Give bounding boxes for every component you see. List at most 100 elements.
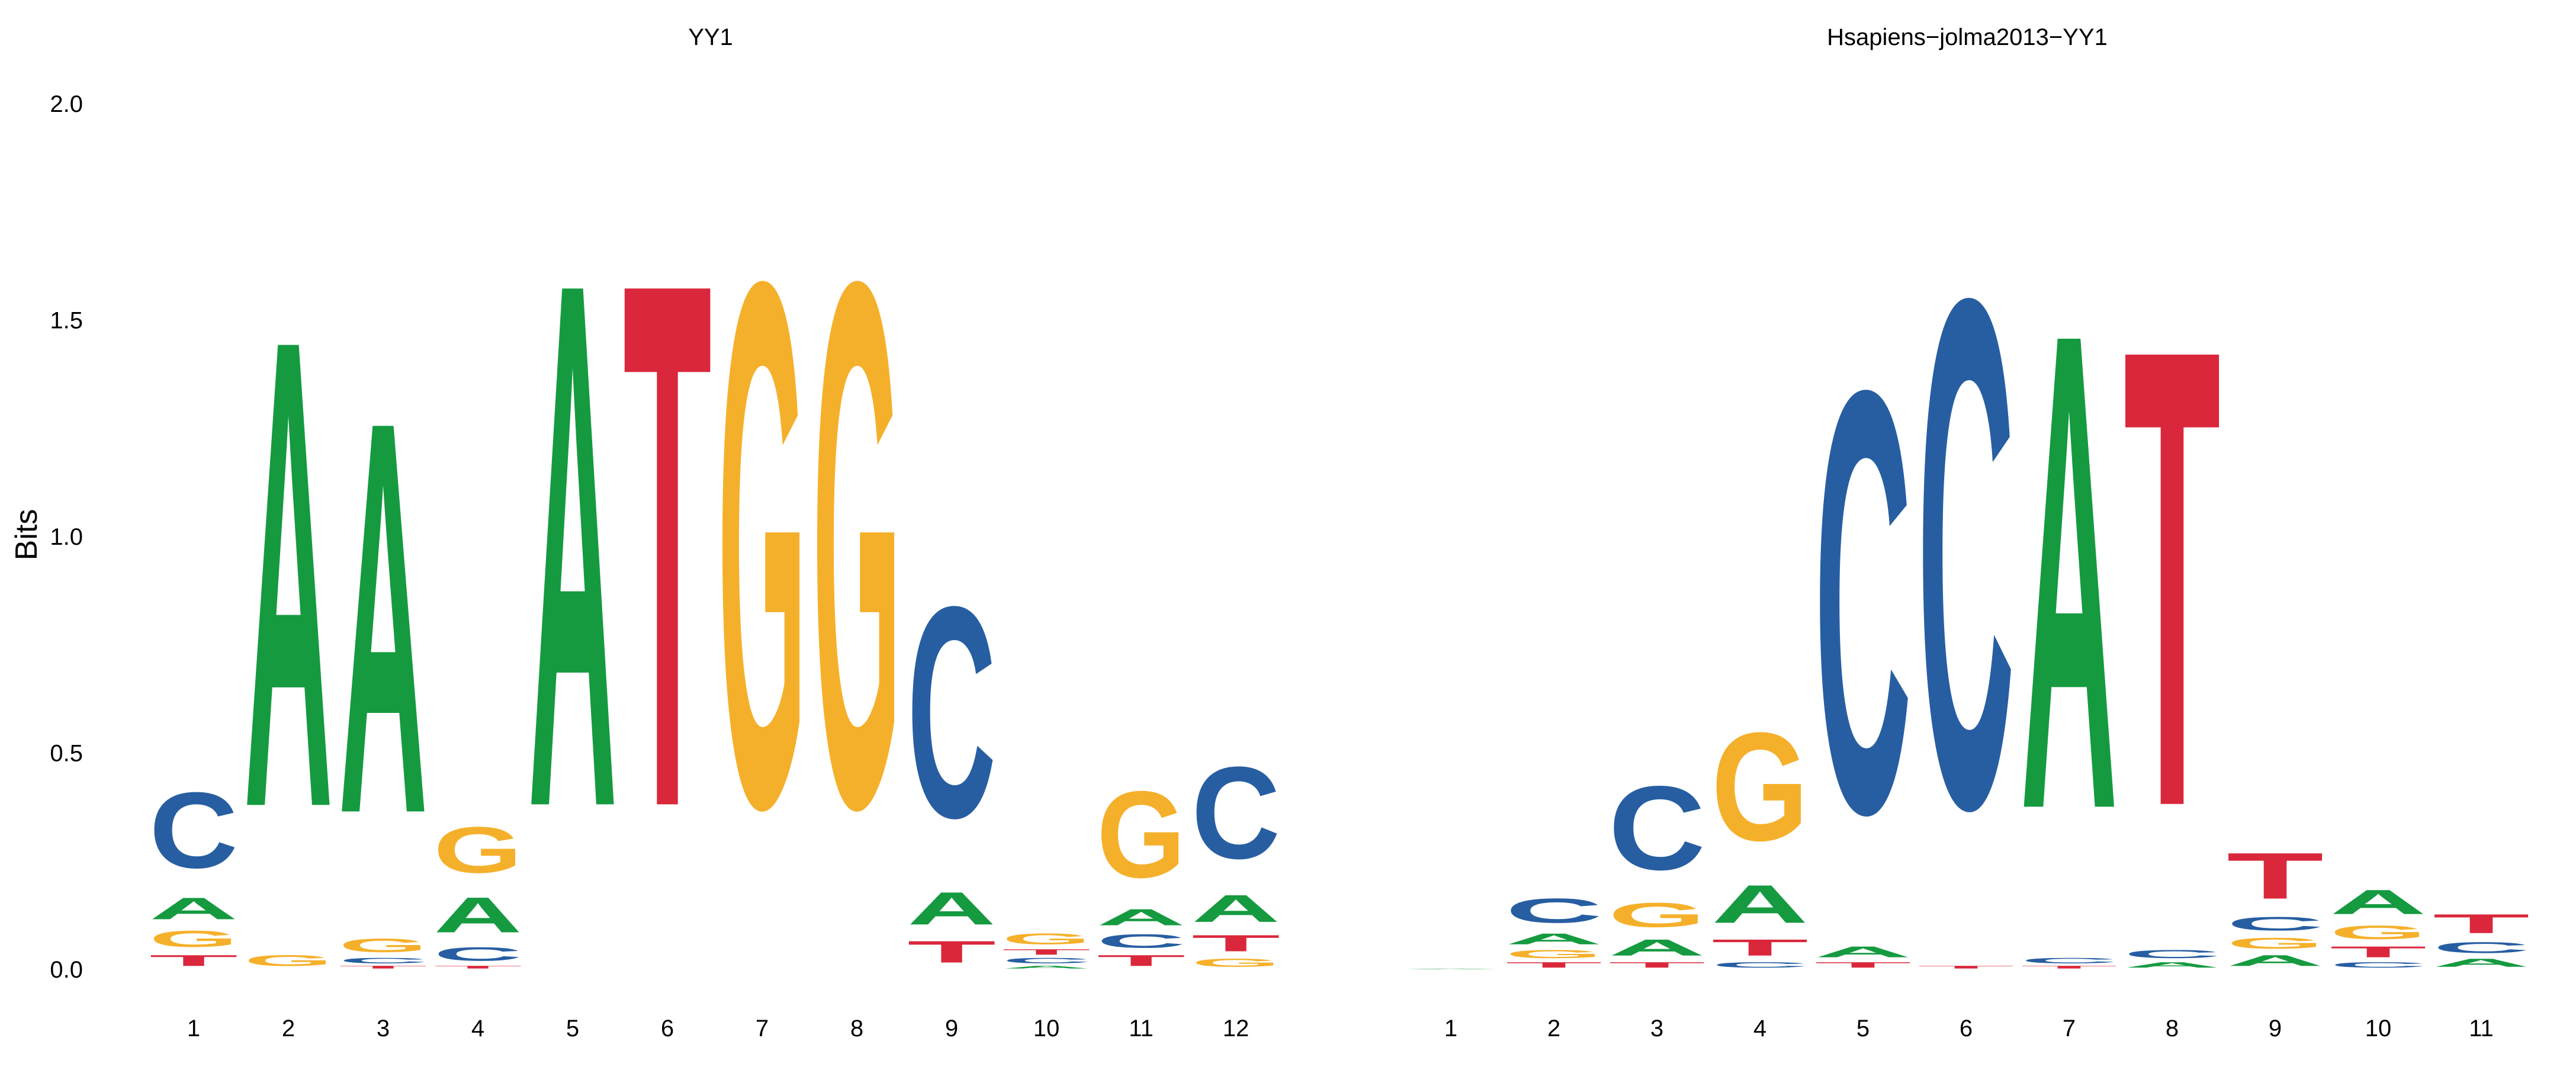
logo-letter-G: G <box>718 126 807 963</box>
logo-letter-T: T <box>907 934 996 969</box>
logo-letter-A: A <box>528 127 617 964</box>
x-tick-label: 2 <box>1547 1015 1560 1042</box>
logo-letter-G: G <box>2330 921 2427 943</box>
logo-letter-A: A <box>2124 960 2221 969</box>
logo-letter-A: A <box>1711 874 1809 934</box>
logo-letter-A: A <box>149 892 238 926</box>
logo-letter-A: A <box>1505 930 1602 947</box>
logo-panels: YY11TGAC2GA3TCGA4TCAG5A6T7G8G9TAC10ACTG1… <box>149 24 2530 1042</box>
x-tick-label: 1 <box>187 1015 200 1042</box>
logo-letter-G: G <box>1711 700 1809 873</box>
logo-letter-T: T <box>1002 947 1091 956</box>
logo-letter-C: C <box>2124 947 2221 960</box>
logo-letter-C: C <box>1191 739 1280 886</box>
logo-letter-A: A <box>2433 956 2530 969</box>
y-axis: Bits 0.0 0.5 1.0 1.5 2.0 <box>9 91 83 983</box>
logo-letter-T: T <box>623 126 712 964</box>
x-tick-label: 5 <box>1856 1015 1870 1042</box>
x-tick-label: 12 <box>1223 1015 1250 1042</box>
logo-letter-T: T <box>2021 965 2118 969</box>
logo-letter-T: T <box>2433 908 2530 939</box>
y-tick-label: 1.5 <box>50 308 83 334</box>
logo-letter-T: T <box>1505 960 1602 969</box>
logo-letter-C: C <box>1711 960 1809 969</box>
logo-letter-G: G <box>1608 895 1705 934</box>
logo-letter-T: T <box>1711 934 1809 960</box>
logo-letter-T: T <box>1917 965 2015 969</box>
logo-letter-A: A <box>1097 904 1186 930</box>
logo-letter-C: C <box>2021 956 2118 965</box>
logo-letter-T: T <box>1191 930 1280 956</box>
logo-letter-C: C <box>1608 761 1705 895</box>
logo-letter-A: A <box>2021 191 2118 951</box>
logo-letter-G: G <box>812 126 901 963</box>
logo-letter-T: T <box>2330 943 2427 960</box>
x-tick-label: 10 <box>1033 1015 1060 1042</box>
x-tick-label: 7 <box>2063 1015 2076 1042</box>
logo-letter-A: A <box>433 886 522 943</box>
logo-letter-G: G <box>149 926 238 952</box>
logo-letter-C: C <box>149 770 238 891</box>
logo-letter-A: A <box>1814 943 1912 960</box>
x-tick-label: 4 <box>471 1015 484 1042</box>
logo-letter-A: A <box>339 305 428 931</box>
logo-letter-T: T <box>1097 952 1186 969</box>
logo-letter-C: C <box>2227 913 2324 934</box>
y-tick-label: 1.0 <box>50 524 83 550</box>
x-tick-label: 8 <box>2166 1015 2179 1042</box>
logo-letter-G: G <box>1002 930 1091 947</box>
logo-letter-T: T <box>339 965 428 969</box>
logo-letter-G: G <box>1505 947 1602 960</box>
logo-letter-A: A <box>2330 883 2427 922</box>
logo-letter-G: G <box>339 935 428 956</box>
logo-letter-C: C <box>339 956 428 965</box>
x-tick-label: 3 <box>1650 1015 1663 1042</box>
logo-letter-G: G <box>244 952 333 969</box>
x-tick-label: 10 <box>2365 1015 2392 1042</box>
x-tick-label: 3 <box>377 1015 390 1042</box>
x-tick-label: 1 <box>1444 1015 1457 1042</box>
logo-letter-C: C <box>1002 956 1091 965</box>
logo-letter-A: A <box>244 200 333 947</box>
logo-letter-T: T <box>149 952 238 969</box>
logo-letter-C: C <box>2330 960 2427 969</box>
logo-letter-A: A <box>1608 934 1705 960</box>
x-tick-label: 9 <box>2269 1015 2282 1042</box>
x-tick-label: 6 <box>1960 1015 1973 1042</box>
logo-letter-T: T <box>1814 960 1912 969</box>
logo-letter-T: T <box>2124 213 2221 943</box>
logo-panel: Hsapiens−jolma2013−YY11A2TGAC3TAGC4CTAG5… <box>1402 24 2530 1042</box>
x-tick-label: 6 <box>661 1015 674 1042</box>
panel-title: YY1 <box>688 24 733 50</box>
logo-letter-T: T <box>433 965 522 969</box>
y-axis-label: Bits <box>9 509 44 561</box>
logo-letter-C: C <box>907 544 996 880</box>
x-tick-label: 2 <box>282 1015 295 1042</box>
logo-letter-A: A <box>1002 965 1091 969</box>
y-tick-label: 0.0 <box>50 957 83 983</box>
logo-letter-C: C <box>1505 892 1602 931</box>
logo-panel: YY11TGAC2GA3TCGA4TCAG5A6T7G8G9TAC10ACTG1… <box>149 24 1280 1042</box>
x-tick-label: 5 <box>566 1015 579 1042</box>
x-tick-label: 11 <box>2469 1015 2494 1042</box>
x-tick-label: 9 <box>945 1015 958 1042</box>
x-tick-label: 7 <box>756 1015 769 1042</box>
logo-letter-C: C <box>2433 939 2530 956</box>
logo-letter-C: C <box>433 943 522 965</box>
x-tick-label: 8 <box>850 1015 863 1042</box>
panel-title: Hsapiens−jolma2013−YY1 <box>1827 24 2108 50</box>
x-tick-label: 11 <box>1129 1015 1154 1042</box>
logo-letter-G: G <box>1097 765 1186 904</box>
logo-letter-C: C <box>1917 147 2015 959</box>
logo-letter-A: A <box>907 883 996 934</box>
logo-letter-C: C <box>1814 265 1912 939</box>
logo-letter-C: C <box>1097 930 1186 952</box>
logo-letter-A: A <box>1191 887 1280 930</box>
logo-letter-T: T <box>2227 839 2324 912</box>
y-tick-label: 2.0 <box>50 91 83 117</box>
x-tick-label: 4 <box>1753 1015 1766 1042</box>
logo-letter-A: A <box>2227 952 2324 969</box>
logo-letter-G: G <box>433 814 522 886</box>
y-tick-label: 0.5 <box>50 741 83 767</box>
